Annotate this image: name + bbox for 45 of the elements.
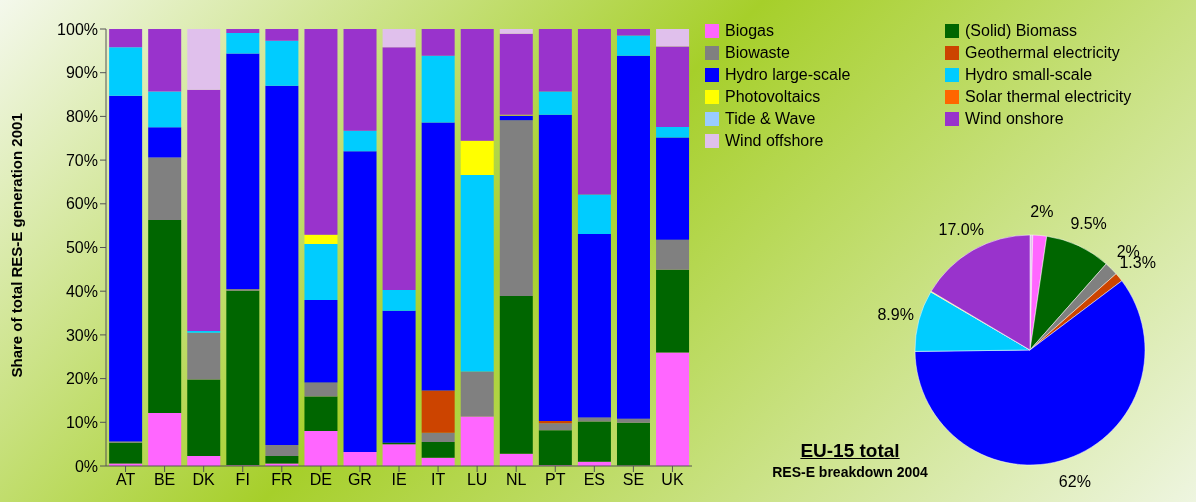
y-tick-label: 10% [65, 413, 98, 431]
y-tick-label: 40% [65, 282, 98, 300]
legend-label: (Solid) Biomass [965, 22, 1078, 40]
x-tick-label: FI [235, 471, 250, 489]
text: EU-15 total [799, 440, 901, 462]
y-tick-label: 80% [65, 108, 98, 126]
data-label: 9.5% [1070, 215, 1107, 233]
legend-label: Hydro large-scale [725, 66, 851, 84]
y-tick-label: 70% [65, 151, 98, 169]
x-tick-label: AT [115, 471, 136, 489]
legend-label: Biogas [725, 22, 774, 40]
legend-label: Wind onshore [965, 110, 1064, 128]
y-tick-label: 50% [65, 239, 98, 257]
y-tick-label: 90% [65, 64, 98, 82]
x-tick-label: FR [271, 471, 293, 489]
y-axis-title: Share of total RES-E generation 2001 [8, 113, 26, 378]
y-tick-label: 20% [65, 370, 98, 388]
data-label: 62% [1058, 473, 1091, 491]
x-tick-label: IT [430, 471, 446, 489]
x-tick-label: SE [622, 471, 645, 489]
y-tick-label: 60% [65, 195, 98, 213]
y-tick-label: 0% [74, 457, 98, 475]
legend-label: Photovoltaics [725, 88, 821, 106]
legend-label: Wind offshore [725, 132, 824, 150]
data-label: 2% [1030, 203, 1054, 220]
legend-label: Geothermal electricity [965, 44, 1120, 62]
y-tick-label: 30% [65, 326, 98, 344]
legend-label: Solar thermal electricity [965, 88, 1132, 106]
x-tick-label: GR [347, 471, 372, 489]
legend-label: Hydro small-scale [965, 66, 1093, 84]
x-tick-label: UK [661, 471, 684, 489]
data-label: 8.9% [877, 305, 914, 323]
legend-label: Biowaste [725, 44, 790, 62]
x-tick-label: ES [583, 471, 606, 489]
x-tick-label: IE [391, 471, 407, 489]
y-tick-label: 100% [57, 20, 98, 38]
x-tick-label: DE [309, 471, 332, 489]
x-tick-label: BE [153, 471, 176, 489]
x-tick-label: PT [545, 471, 566, 489]
legend-label: Tide & Wave [725, 110, 816, 128]
x-tick-label: LU [466, 471, 488, 489]
text: RES-E breakdown 2004 [771, 464, 929, 480]
data-label: 17.0% [938, 220, 984, 238]
x-tick-label: NL [505, 471, 527, 489]
x-tick-label: DK [192, 471, 216, 489]
